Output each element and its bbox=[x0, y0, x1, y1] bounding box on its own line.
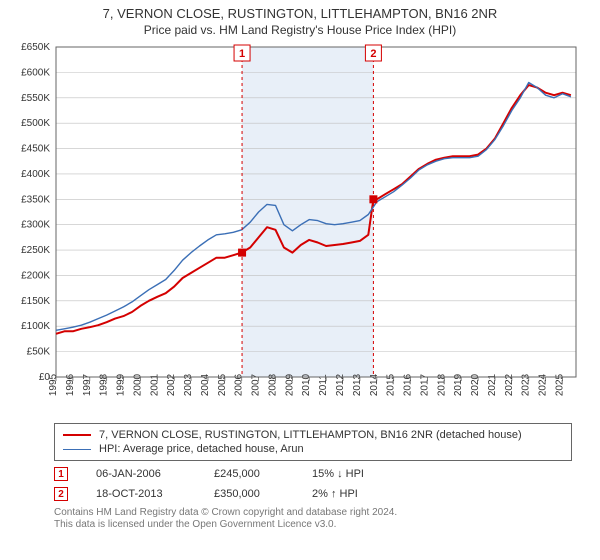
svg-text:£150K: £150K bbox=[21, 296, 50, 307]
svg-text:2: 2 bbox=[370, 48, 376, 60]
legend: 7, VERNON CLOSE, RUSTINGTON, LITTLEHAMPT… bbox=[54, 423, 572, 461]
event-price-1: £245,000 bbox=[214, 468, 284, 480]
svg-text:£400K: £400K bbox=[21, 169, 50, 180]
legend-swatch-hpi bbox=[63, 449, 91, 450]
svg-text:£450K: £450K bbox=[21, 144, 50, 155]
footnote-line1: Contains HM Land Registry data © Crown c… bbox=[54, 507, 572, 519]
event-row-1: 1 06-JAN-2006 £245,000 15% ↓ HPI bbox=[54, 467, 572, 481]
legend-label-hpi: HPI: Average price, detached house, Arun bbox=[99, 442, 304, 456]
legend-swatch-property bbox=[63, 434, 91, 436]
legend-label-property: 7, VERNON CLOSE, RUSTINGTON, LITTLEHAMPT… bbox=[99, 428, 522, 442]
svg-text:£500K: £500K bbox=[21, 118, 50, 129]
svg-text:£100K: £100K bbox=[21, 321, 50, 332]
events-table: 1 06-JAN-2006 £245,000 15% ↓ HPI 2 18-OC… bbox=[54, 467, 572, 501]
chart-area: £0£50K£100K£150K£200K£250K£300K£350K£400… bbox=[0, 39, 600, 419]
event-marker-1-num: 1 bbox=[58, 469, 64, 480]
event-delta-2: 2% ↑ HPI bbox=[312, 488, 402, 500]
legend-row-hpi: HPI: Average price, detached house, Arun bbox=[63, 442, 563, 456]
legend-row-property: 7, VERNON CLOSE, RUSTINGTON, LITTLEHAMPT… bbox=[63, 428, 563, 442]
svg-text:£250K: £250K bbox=[21, 245, 50, 256]
svg-text:£600K: £600K bbox=[21, 67, 50, 78]
svg-text:£550K: £550K bbox=[21, 93, 50, 104]
event-delta-1: 15% ↓ HPI bbox=[312, 468, 402, 480]
event-date-1: 06-JAN-2006 bbox=[96, 468, 186, 480]
event-row-2: 2 18-OCT-2013 £350,000 2% ↑ HPI bbox=[54, 487, 572, 501]
chart-title-line2: Price paid vs. HM Land Registry's House … bbox=[0, 23, 600, 37]
svg-text:£350K: £350K bbox=[21, 194, 50, 205]
svg-text:1: 1 bbox=[239, 48, 245, 60]
footnote: Contains HM Land Registry data © Crown c… bbox=[54, 507, 572, 531]
svg-text:£650K: £650K bbox=[21, 42, 50, 53]
event-date-2: 18-OCT-2013 bbox=[96, 488, 186, 500]
chart-title-line1: 7, VERNON CLOSE, RUSTINGTON, LITTLEHAMPT… bbox=[0, 6, 600, 21]
event-marker-2-num: 2 bbox=[58, 489, 64, 500]
svg-text:£200K: £200K bbox=[21, 270, 50, 281]
line-chart-svg: £0£50K£100K£150K£200K£250K£300K£350K£400… bbox=[0, 39, 600, 419]
event-price-2: £350,000 bbox=[214, 488, 284, 500]
footnote-line2: This data is licensed under the Open Gov… bbox=[54, 519, 572, 531]
svg-text:£50K: £50K bbox=[27, 347, 51, 358]
chart-title-block: 7, VERNON CLOSE, RUSTINGTON, LITTLEHAMPT… bbox=[0, 0, 600, 39]
event-marker-2: 2 bbox=[54, 487, 68, 501]
svg-text:£300K: £300K bbox=[21, 220, 50, 231]
event-marker-1: 1 bbox=[54, 467, 68, 481]
